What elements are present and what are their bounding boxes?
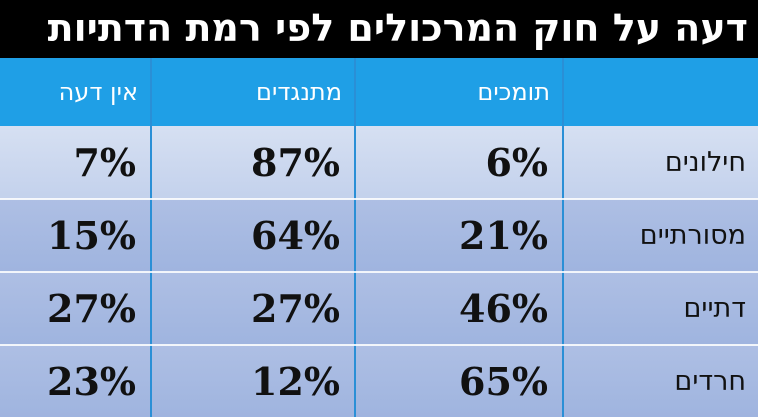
row-divider: [0, 198, 758, 200]
row-label: חרדים: [674, 365, 746, 397]
header-no-opinion: אין דעה: [0, 58, 150, 126]
support-value: 21%: [459, 213, 548, 258]
column-divider: [150, 58, 152, 417]
oppose-cell: 27%: [152, 272, 354, 345]
title-bar: דעה על חוק המרכולים לפי רמת הדתיות: [0, 0, 758, 58]
no-opinion-value: 7%: [73, 140, 136, 185]
support-value: 46%: [459, 286, 548, 331]
no-opinion-cell: 23%: [0, 345, 150, 417]
table-title: דעה על חוק המרכולים לפי רמת הדתיות: [47, 6, 748, 50]
row-label: חילונים: [664, 147, 746, 178]
row-label-cell: דתיים: [564, 272, 758, 345]
table-row: מסורתיים 21% 64% 15%: [0, 199, 758, 272]
oppose-value: 64%: [251, 213, 340, 258]
no-opinion-cell: 7%: [0, 126, 150, 199]
header-no-opinion-label: אין דעה: [58, 78, 138, 106]
header-oppose-label: מתנגדים: [256, 78, 342, 106]
support-cell: 65%: [356, 345, 562, 417]
no-opinion-value: 23%: [47, 358, 136, 404]
row-label-cell: חרדים: [564, 345, 758, 417]
header-support: תומכים: [356, 58, 562, 126]
no-opinion-value: 15%: [47, 213, 136, 258]
column-divider: [354, 58, 356, 417]
table-row: חרדים 65% 12% 23%: [0, 345, 758, 417]
oppose-value: 87%: [251, 140, 340, 185]
support-value: 65%: [459, 358, 548, 404]
survey-table: תומכים מתנגדים אין דעה חילונים 6% 87% 7%…: [0, 58, 758, 417]
oppose-value: 12%: [251, 358, 340, 404]
oppose-value: 27%: [251, 286, 340, 331]
header-row: תומכים מתנגדים אין דעה: [0, 58, 758, 126]
no-opinion-cell: 27%: [0, 272, 150, 345]
row-label-cell: חילונים: [564, 126, 758, 199]
no-opinion-cell: 15%: [0, 199, 150, 272]
oppose-cell: 12%: [152, 345, 354, 417]
row-divider: [0, 271, 758, 273]
row-label-cell: מסורתיים: [564, 199, 758, 272]
header-support-label: תומכים: [477, 78, 550, 106]
support-cell: 21%: [356, 199, 562, 272]
table-row: חילונים 6% 87% 7%: [0, 126, 758, 199]
header-oppose: מתנגדים: [152, 58, 354, 126]
row-label: מסורתיים: [639, 220, 746, 251]
no-opinion-value: 27%: [47, 286, 136, 331]
oppose-cell: 87%: [152, 126, 354, 199]
column-divider: [562, 58, 564, 417]
row-label: דתיים: [683, 293, 746, 324]
support-cell: 6%: [356, 126, 562, 199]
oppose-cell: 64%: [152, 199, 354, 272]
table-row: דתיים 46% 27% 27%: [0, 272, 758, 345]
row-divider: [0, 344, 758, 346]
support-value: 6%: [485, 140, 548, 185]
support-cell: 46%: [356, 272, 562, 345]
